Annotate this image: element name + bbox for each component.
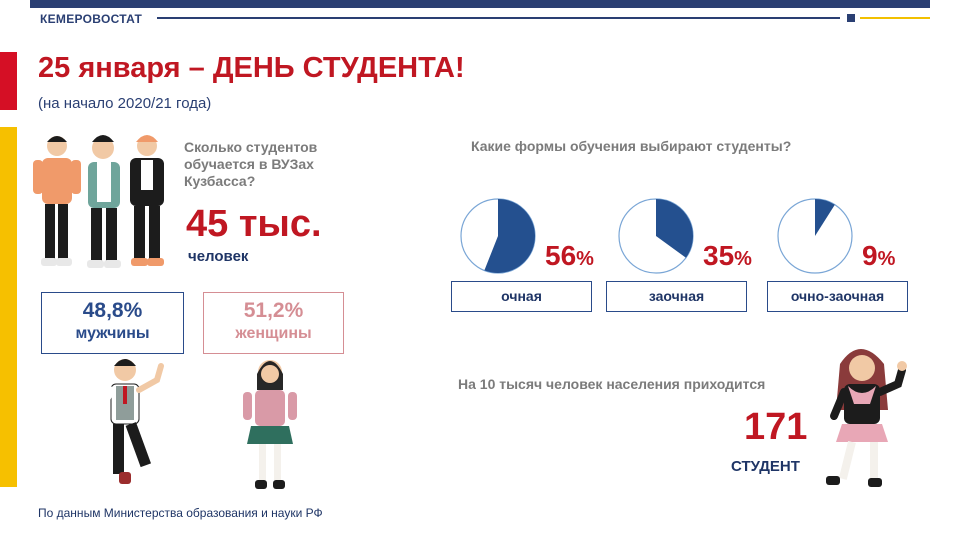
forms-question: Какие формы обучения выбирают студенты?: [471, 138, 792, 154]
girl-waving-icon: [818, 344, 910, 496]
form-label-ochnaya: очная: [451, 281, 592, 312]
students-unit: человек: [188, 248, 249, 265]
page-title: 25 января – ДЕНЬ СТУДЕНТА!: [38, 52, 465, 84]
header-square: [847, 14, 855, 22]
students-group-icon: [25, 130, 180, 280]
pie-ochno-zaochnaya: [776, 197, 854, 275]
form-label-ochno-zaochnaya: очно-заочная: [767, 281, 908, 312]
org-name: КЕМЕРОВОСТАТ: [40, 12, 143, 26]
source-note: По данным Министерства образования и нау…: [38, 506, 323, 520]
red-side-bar: [0, 52, 17, 110]
header-gold-line: [860, 17, 930, 19]
ochno-zaochnaya-percent: 9%: [862, 240, 896, 271]
students-question: Сколько студентов обучается в ВУЗах Кузб…: [184, 139, 318, 189]
girl-student-icon: [235, 356, 305, 498]
men-label: мужчины: [75, 325, 150, 342]
yellow-side-bar: [0, 127, 17, 487]
pie-slice-ochno-zaochnaya: [815, 199, 835, 236]
pie-slice-zaochnaya: [656, 199, 693, 258]
per10k-question: На 10 тысяч человек населения приходится: [458, 376, 766, 392]
students-value: 45 тыс.: [186, 203, 322, 245]
women-label: женщины: [235, 325, 312, 342]
women-percent: 51,2%: [243, 299, 304, 322]
men-percent: 48,8%: [82, 299, 143, 322]
page-subtitle: (на начало 2020/21 года): [38, 95, 212, 112]
men-box: 48,8% мужчины: [41, 292, 184, 354]
boy-student-icon: [95, 356, 175, 496]
pie-zaochnaya: [617, 197, 695, 275]
pie-slice-ochnaya: [484, 199, 536, 273]
header-line: [157, 17, 840, 19]
pie-ochnaya: [459, 197, 537, 275]
women-box: 51,2% женщины: [203, 292, 344, 354]
per10k-value: 171: [744, 406, 808, 448]
per10k-unit: СТУДЕНТ: [731, 458, 800, 475]
zaochnaya-percent: 35%: [703, 240, 752, 271]
form-label-zaochnaya: заочная: [606, 281, 747, 312]
ochnaya-percent: 56%: [545, 240, 594, 271]
top-rule: [30, 0, 930, 8]
